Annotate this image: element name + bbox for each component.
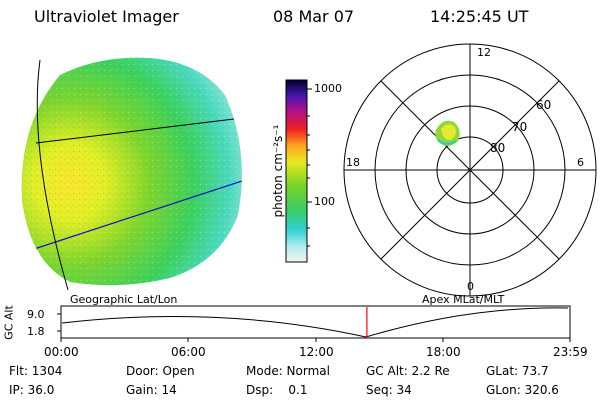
altitude-axis-label: GC Alt [2, 305, 16, 340]
time-label-00: 00:00 [44, 345, 79, 359]
gain-value: Gain: 14 [126, 383, 177, 397]
geographic-latitude-line-blue [21, 178, 242, 254]
mlt-label-0: 0 [467, 280, 474, 293]
aurora-patch [435, 120, 460, 146]
instrument-title: Ultraviolet Imager [34, 7, 179, 26]
mlat-label-60: 60 [536, 98, 552, 112]
sequence-number: Seq: 34 [366, 383, 412, 397]
altitude-tick-label-9: 9.0 [27, 308, 45, 321]
date-label: 08 Mar 07 [273, 7, 355, 26]
colorbar-label-1000: 1000 [314, 82, 342, 95]
altitude-tick-label-1-8: 1.8 [27, 325, 45, 338]
altitude-plot [57, 305, 571, 342]
geographic-meridian-line [36, 59, 69, 291]
dsp-value: Dsp: 0.1 [246, 383, 308, 397]
ip-value: IP: 36.0 [9, 383, 55, 397]
polar-axis-diagonal-2 [380, 80, 560, 260]
apex-map-label: Apex MLat/MLT [422, 293, 505, 306]
gc-altitude: GC Alt: 2.2 Re [366, 364, 450, 378]
time-label-06: 06:00 [171, 345, 206, 359]
flight-number: Flt: 1304 [9, 364, 63, 378]
mlt-label-18: 18 [346, 156, 360, 169]
geographic-latitude-line [35, 118, 235, 144]
colorbar-unit-label: photon cm⁻²s⁻¹ [271, 124, 285, 218]
mlt-label-12: 12 [477, 46, 491, 59]
polar-plot [343, 43, 597, 297]
uv-image [21, 57, 242, 291]
time-label-18: 18:00 [426, 345, 461, 359]
time-label: 14:25:45 UT [430, 7, 529, 26]
time-label-24: 23:59 [553, 345, 588, 359]
mlat-label-80: 80 [490, 141, 506, 155]
geographic-map-label: Geographic Lat/Lon [70, 293, 178, 306]
mode-status: Mode: Normal [246, 364, 330, 378]
altitude-trace [61, 307, 569, 338]
colorbar-label-100: 100 [314, 195, 335, 208]
mlt-label-6: 6 [577, 156, 584, 169]
time-label-12: 12:00 [299, 345, 334, 359]
mlat-label-70: 70 [512, 120, 528, 134]
color-bar [285, 79, 312, 263]
door-status: Door: Open [126, 364, 195, 378]
geographic-latitude: GLat: 73.7 [486, 364, 549, 378]
geographic-longitude: GLon: 320.6 [486, 383, 559, 397]
